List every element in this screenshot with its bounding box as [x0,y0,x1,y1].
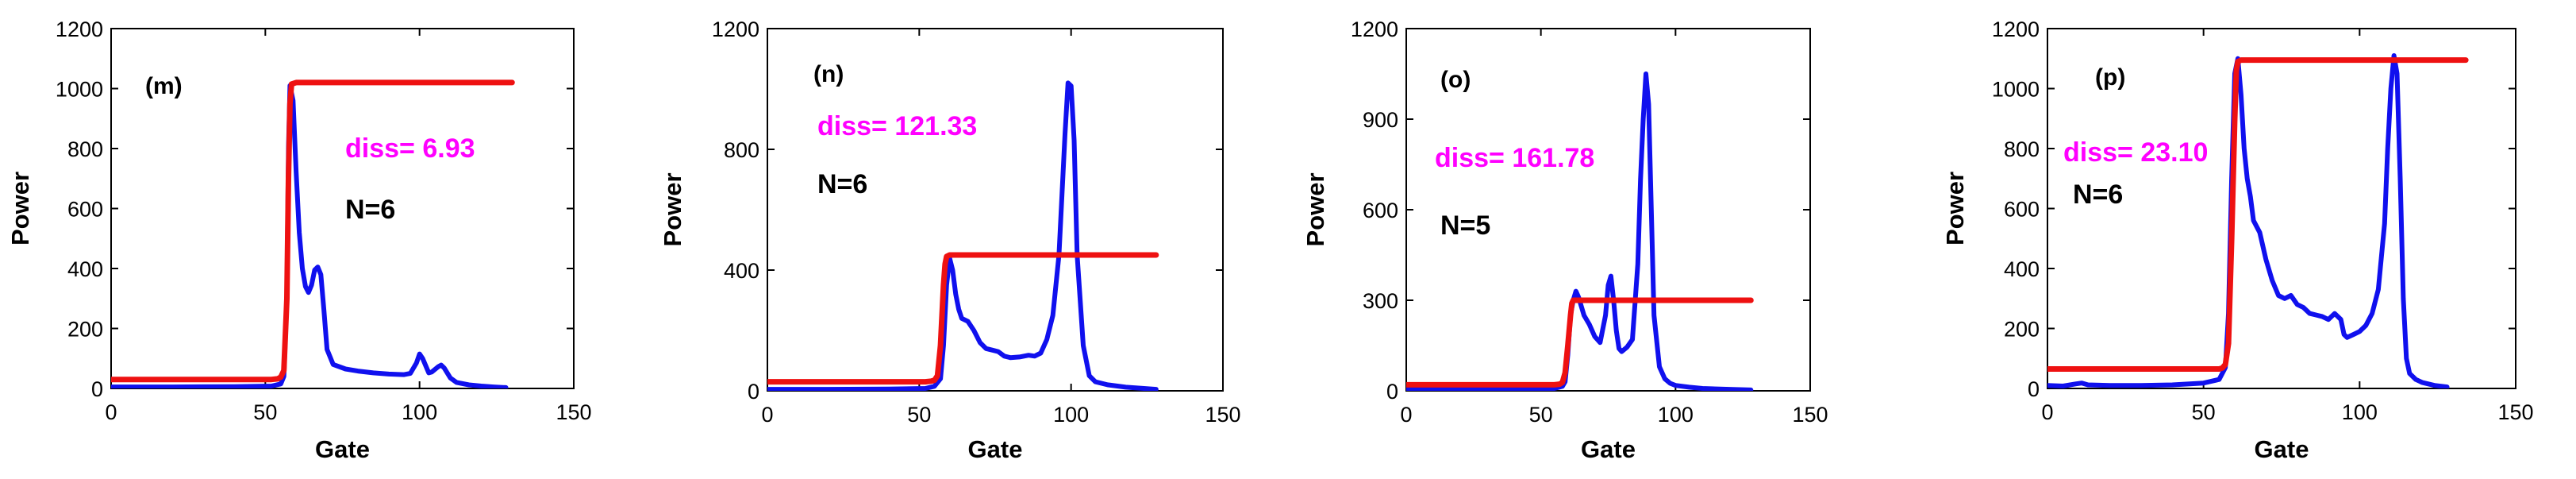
y-tick-label: 400 [2004,257,2040,281]
x-tick-label: 100 [2342,400,2378,424]
x-tick-label: 0 [105,400,117,424]
n-annotation: N=6 [817,169,867,199]
x-tick-label: 150 [1205,403,1240,427]
panel-tag: (m) [145,73,183,99]
panel-tag: (n) [813,61,844,87]
x-tick-label: 50 [907,403,931,427]
panel-tag: (o) [1440,67,1471,93]
diss-annotation: diss= 6.93 [345,133,475,164]
y-tick-label: 800 [2004,137,2040,161]
series-line-fit [111,79,515,383]
y-tick-label: 1000 [56,78,103,102]
y-tick-label: 800 [67,137,103,161]
x-tick-label: 50 [253,400,277,424]
y-tick-label: 300 [1363,289,1398,313]
series-line-fit [1406,297,1754,388]
y-tick-label: 400 [724,259,759,283]
x-tick-label: 100 [402,400,437,424]
y-axis-label: Power [6,172,34,245]
x-tick-label: 50 [2192,400,2216,424]
plot-frame [767,28,1224,392]
series-line-fit [767,252,1159,385]
y-tick-label: 200 [2004,318,2040,342]
n-annotation: N=6 [345,195,395,225]
series-line-signal [767,80,1159,391]
x-tick-label: 100 [1053,403,1089,427]
series-line-fit [2047,57,2469,372]
x-axis-label: Gate [1581,435,1636,463]
x-tick-label: 150 [556,400,591,424]
y-tick-label: 1000 [1992,78,2040,102]
chart-panel-0: 0 50 100 150 0 200 400 600 800 1000 1200 Gate Power (… [6,17,592,463]
y-tick-label: 1200 [1351,17,1398,41]
y-axis-label: Power [1941,172,1969,245]
chart-panel-1: 0 50 100 150 0 400 800 1200 Gate Power (n) diss= 12… [659,17,1241,463]
y-tick-label: 1200 [1992,17,2040,41]
y-tick-label: 600 [67,198,103,222]
x-tick-label: 0 [2041,400,2053,424]
diss-annotation: diss= 121.33 [817,111,977,141]
y-tick-label: 400 [67,257,103,281]
chart-panel-2: 0 50 100 150 0 300 600 900 1200 Gate Power (o) diss=… [1301,17,1828,463]
diss-annotation: diss= 161.78 [1435,143,1594,173]
n-annotation: N=5 [1440,211,1490,241]
x-axis-label: Gate [968,435,1023,463]
x-tick-label: 0 [761,403,773,427]
x-tick-label: 0 [1400,403,1412,427]
x-tick-label: 100 [1658,403,1694,427]
y-tick-label: 900 [1363,108,1398,132]
y-tick-label: 0 [2028,377,2040,401]
x-tick-label: 50 [1529,403,1553,427]
series-line-signal [111,83,509,388]
y-tick-label: 0 [91,377,103,401]
y-tick-label: 0 [748,380,759,404]
y-axis-label: Power [659,172,686,246]
x-axis-label: Gate [2255,435,2309,463]
series-line-signal [2047,53,2450,388]
y-tick-label: 200 [67,318,103,342]
x-tick-label: 150 [2497,400,2533,424]
y-tick-label: 600 [2004,198,2040,222]
y-tick-label: 1200 [712,17,759,41]
panel-tag: (p) [2095,64,2125,91]
y-tick-label: 600 [1363,199,1398,222]
chart-panel-3: 0 50 100 150 0 200 400 600 800 1000 1200 Gate Power (… [1941,17,2534,463]
y-axis-label: Power [1301,172,1329,246]
n-annotation: N=6 [2073,180,2123,210]
y-tick-label: 0 [1386,380,1398,404]
y-tick-label: 1200 [56,17,103,41]
x-tick-label: 150 [1792,403,1828,427]
y-tick-label: 800 [724,138,759,162]
diss-annotation: diss= 23.10 [2063,137,2208,168]
x-axis-label: Gate [315,435,370,463]
